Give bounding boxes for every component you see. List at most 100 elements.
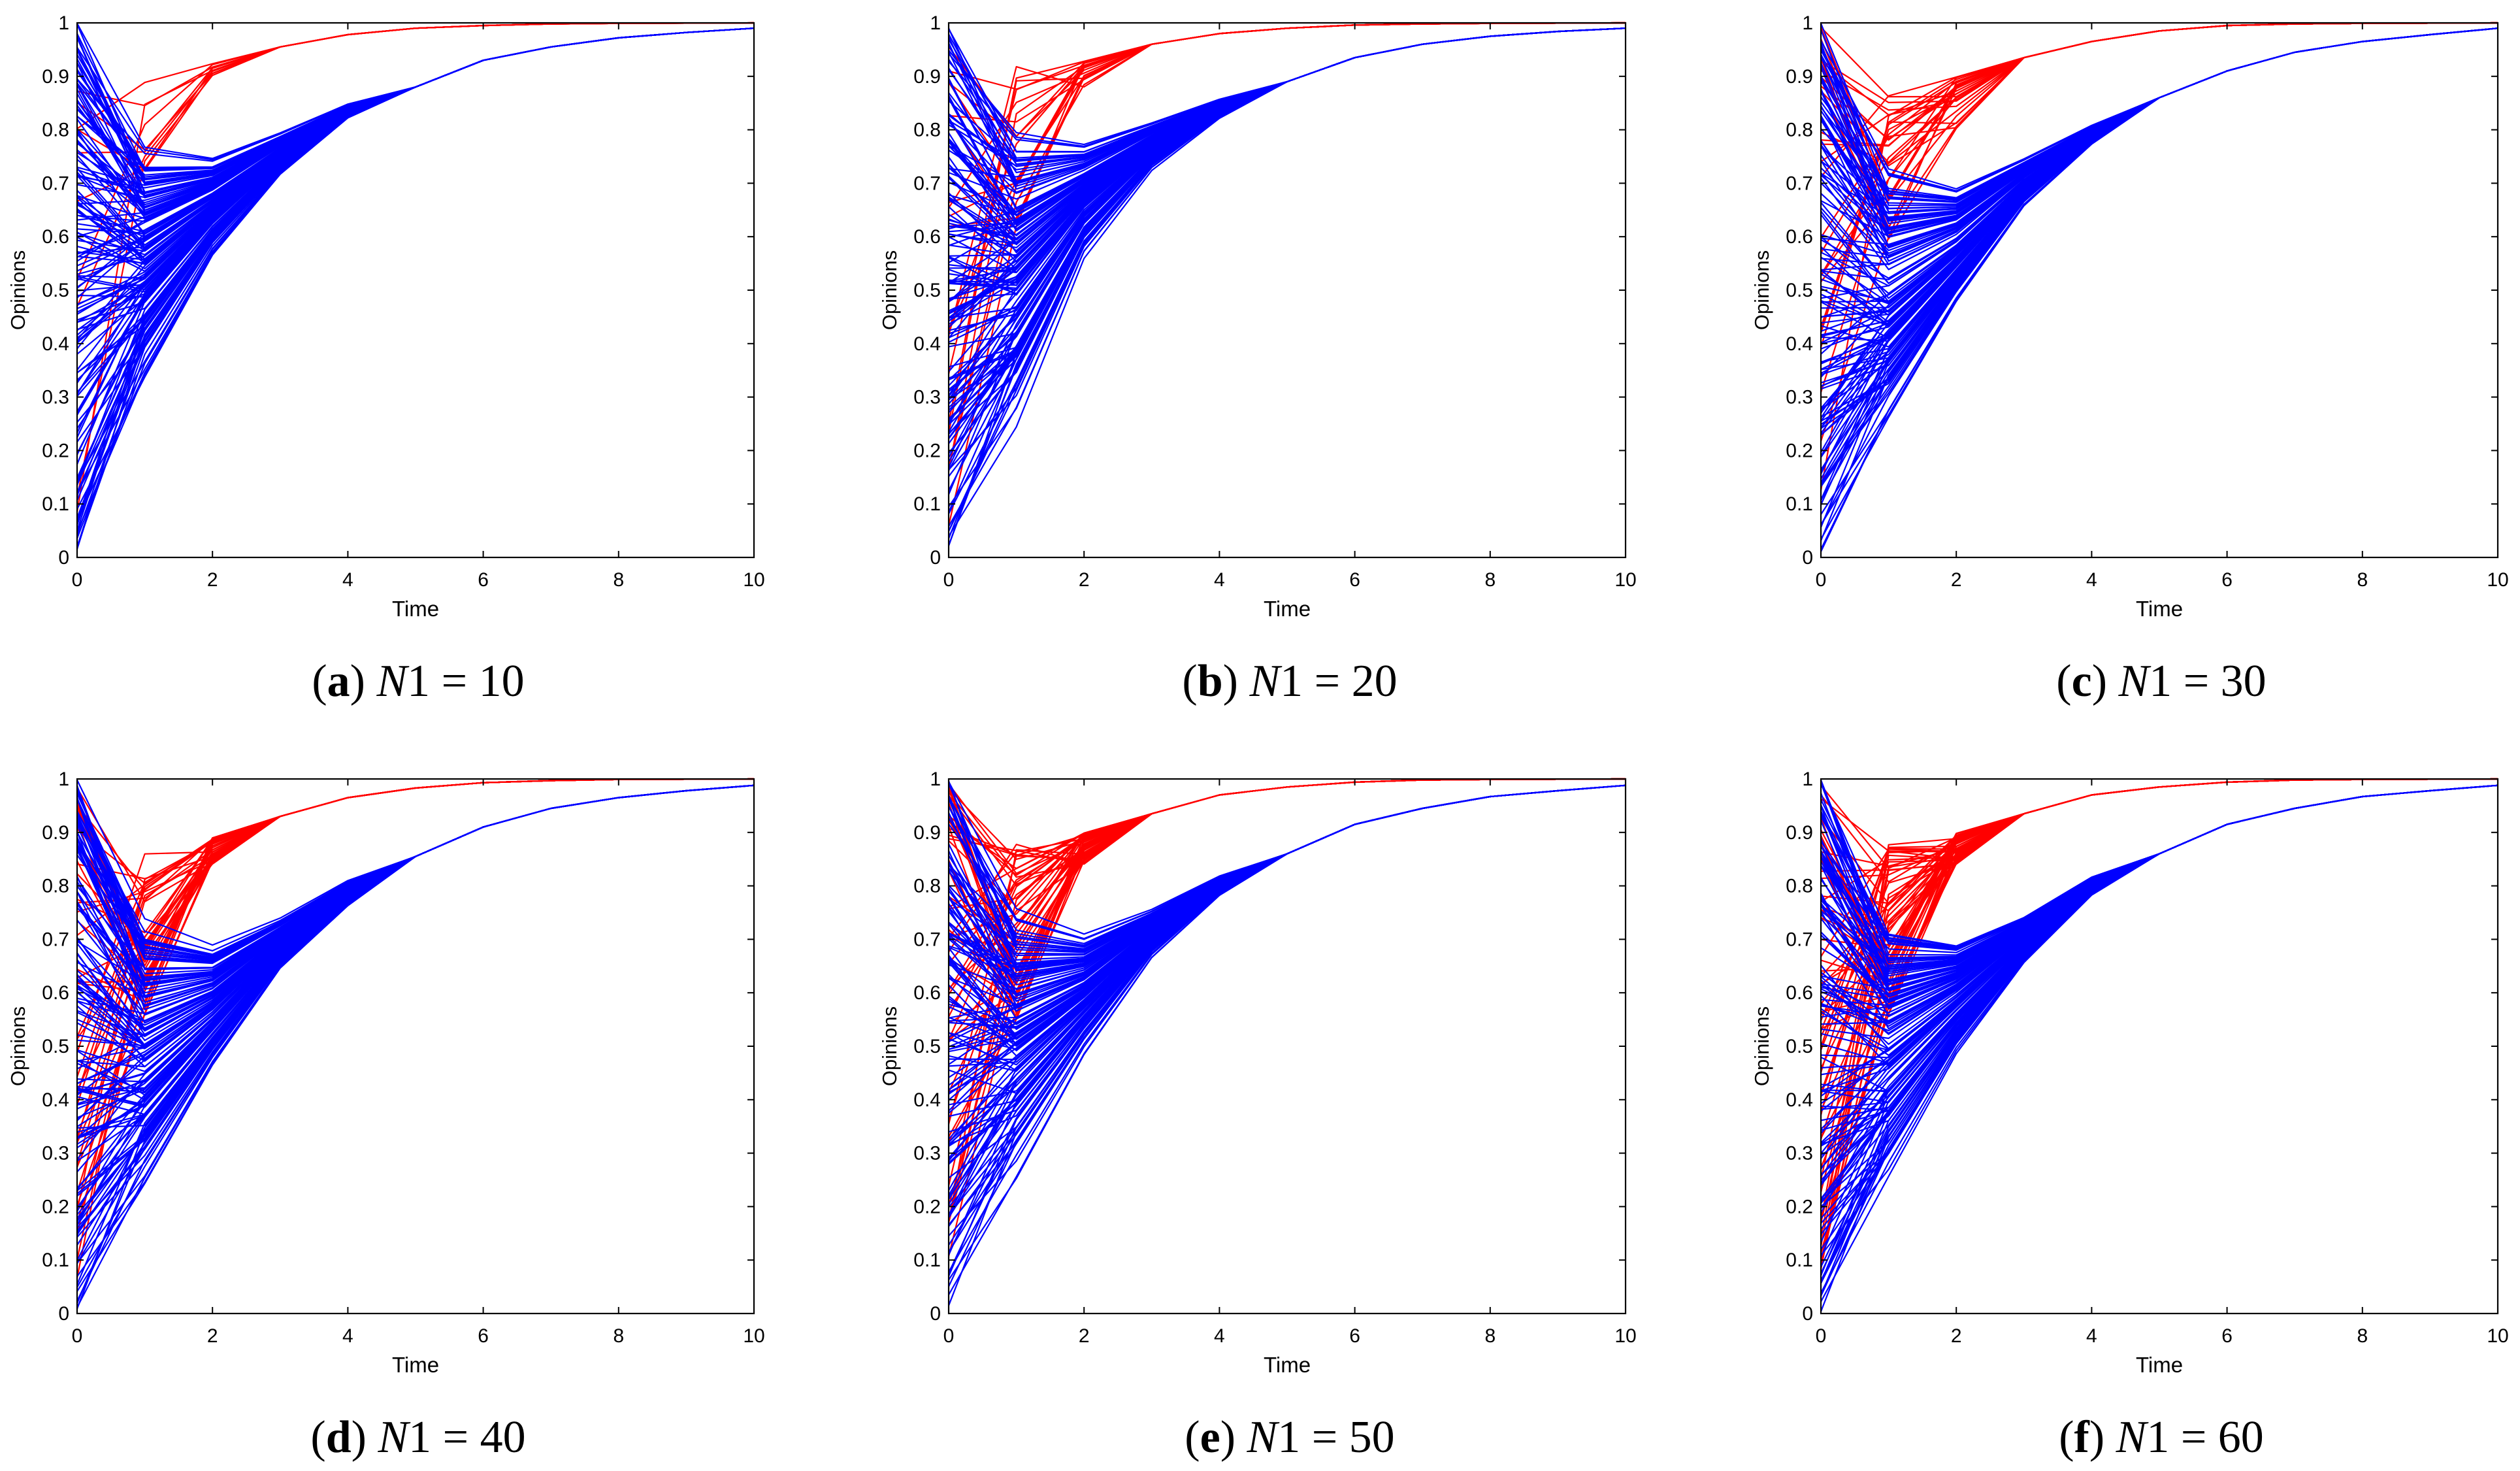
x-tick-label: 4 — [2086, 569, 2097, 591]
x-tick-label: 0 — [943, 569, 955, 591]
blue-trajectory — [77, 784, 754, 980]
x-tick-label: 10 — [743, 1325, 764, 1347]
y-tick-label: 0.2 — [913, 440, 941, 461]
y-tick-label: 0.5 — [913, 280, 941, 301]
x-tick-label: 2 — [1079, 1325, 1090, 1347]
y-tick-label: 0.1 — [42, 493, 69, 515]
x-tick-label: 10 — [2487, 569, 2508, 591]
y-ticks-b: 0 0.1 0.2 0.3 0.4 0.5 0.6 0.7 0.8 0.9 1 — [913, 12, 1626, 569]
series-group-a — [77, 22, 754, 550]
y-axis-label-d: Opinions — [7, 1006, 29, 1086]
y-tick-label: 0.9 — [913, 66, 941, 88]
y-tick-label: 0.8 — [42, 876, 69, 897]
x-tick-label: 2 — [1951, 1325, 1962, 1347]
y-axis-label-c: Opinions — [1750, 250, 1773, 330]
x-ticks-a: 0 2 4 6 8 10 — [72, 23, 765, 591]
x-tick-label: 8 — [613, 1325, 624, 1347]
x-tick-label: 6 — [478, 1325, 489, 1347]
panel-d: 0 2 4 6 8 10 0 0.1 0.2 0.3 0.4 0.5 0.6 0.7 0.8 0.9 1 Time… — [7, 769, 765, 1377]
y-tick-label: 0.1 — [913, 493, 941, 515]
y-tick-label: 0.5 — [913, 1036, 941, 1057]
x-ticks-d: 0 2 4 6 8 10 — [72, 779, 765, 1347]
blue-series-c — [1821, 23, 2498, 552]
x-tick-label: 2 — [207, 569, 218, 591]
x-axis-label-c: Time — [2136, 597, 2183, 621]
blue-series-e — [949, 780, 1626, 1306]
panel-e: 0 2 4 6 8 10 0 0.1 0.2 0.3 0.4 0.5 0.6 0.7 0.8 0.9 1 Time… — [878, 769, 1637, 1377]
y-tick-label: 0.8 — [913, 120, 941, 141]
y-tick-label: 0.2 — [1786, 440, 1813, 461]
x-tick-label: 8 — [1484, 1325, 1496, 1347]
blue-trajectory — [1821, 784, 2498, 983]
y-tick-label: 0.3 — [913, 387, 941, 408]
panel-b: 0 2 4 6 8 10 0 0.1 0.2 0.3 0.4 0.5 0.6 0.7 0.8 0.9 1 Time… — [878, 12, 1637, 621]
x-axis-label-d: Time — [392, 1353, 439, 1377]
y-tick-label: 0.6 — [42, 982, 69, 1004]
x-tick-label: 0 — [72, 1325, 83, 1347]
x-tick-label: 0 — [943, 1325, 955, 1347]
y-tick-label: 0.2 — [42, 1196, 69, 1217]
caption-d: (d) N1 = 40 — [310, 1412, 525, 1463]
y-tick-label: 0.8 — [913, 876, 941, 897]
y-tick-label: 0.5 — [42, 1036, 69, 1057]
y-tick-label: 0.6 — [913, 226, 941, 248]
x-axis-label-e: Time — [1264, 1353, 1311, 1377]
y-tick-label: 0.5 — [1786, 1036, 1813, 1057]
y-tick-label: 0 — [930, 1303, 941, 1325]
panel-f: 0 2 4 6 8 10 0 0.1 0.2 0.3 0.4 0.5 0.6 0.7 0.8 0.9 1 Time… — [1750, 769, 2509, 1377]
x-tick-label: 10 — [1614, 569, 1636, 591]
y-ticks-f: 0 0.1 0.2 0.3 0.4 0.5 0.6 0.7 0.8 0.9 1 — [1786, 769, 2498, 1325]
blue-series-d — [77, 780, 754, 1310]
y-tick-label: 0.5 — [42, 280, 69, 301]
blue-series-f — [1821, 780, 2498, 1312]
y-tick-label: 1 — [930, 12, 941, 34]
y-tick-label: 0.3 — [913, 1143, 941, 1165]
captions-layer: (a) N1 = 10 (b) N1 = 20 (c) N1 = 30 (d) … — [310, 656, 2266, 1463]
y-tick-label: 0 — [58, 547, 69, 569]
caption-c: (c) N1 = 30 — [2056, 656, 2266, 706]
y-tick-label: 0.7 — [913, 173, 941, 194]
y-tick-label: 1 — [930, 769, 941, 790]
plot-area-d — [77, 779, 754, 1314]
blue-series-b — [949, 27, 1626, 546]
x-tick-label: 6 — [2221, 569, 2233, 591]
x-tick-label: 4 — [2086, 1325, 2097, 1347]
y-tick-label: 0.2 — [913, 1196, 941, 1217]
x-tick-label: 6 — [1349, 1325, 1360, 1347]
y-tick-label: 0.6 — [1786, 982, 1813, 1004]
x-axis-label-b: Time — [1264, 597, 1311, 621]
y-ticks-e: 0 0.1 0.2 0.3 0.4 0.5 0.6 0.7 0.8 0.9 1 — [913, 769, 1626, 1325]
x-tick-label: 0 — [72, 569, 83, 591]
y-ticks-c: 0 0.1 0.2 0.3 0.4 0.5 0.6 0.7 0.8 0.9 1 — [1786, 12, 2498, 569]
y-tick-label: 0.8 — [42, 120, 69, 141]
x-ticks-e: 0 2 4 6 8 10 — [943, 779, 1637, 1347]
y-tick-label: 0.7 — [42, 173, 69, 194]
y-tick-label: 0 — [1802, 1303, 1813, 1325]
y-tick-label: 0.3 — [42, 1143, 69, 1165]
y-tick-label: 0.6 — [1786, 226, 1813, 248]
y-tick-label: 1 — [1802, 12, 1813, 34]
blue-trajectory — [949, 784, 1626, 991]
y-tick-label: 0.7 — [913, 929, 941, 950]
y-ticks-d: 0 0.1 0.2 0.3 0.4 0.5 0.6 0.7 0.8 0.9 1 — [42, 769, 754, 1325]
x-axis-label-a: Time — [392, 597, 439, 621]
panels-layer: 0 2 4 6 8 1000.10.20.30.40.50.60.70.80.91Time… — [7, 12, 2509, 1377]
y-tick-label: 0.8 — [1786, 876, 1813, 897]
panel-a: 0 2 4 6 8 10 0 0.1 0.2 0.3 0.4 0.5 0.6 0.7 0.8 0.9 1 Time… — [7, 12, 765, 621]
y-tick-label: 0.1 — [1786, 493, 1813, 515]
y-tick-label: 1 — [58, 12, 69, 34]
x-tick-label: 4 — [1214, 569, 1225, 591]
caption-f: (f) N1 = 60 — [2059, 1412, 2264, 1463]
x-tick-label: 6 — [478, 569, 489, 591]
series-group-b — [949, 22, 1626, 546]
y-tick-label: 0.4 — [42, 1089, 69, 1111]
x-tick-label: 8 — [2357, 1325, 2368, 1347]
y-tick-label: 0.4 — [1786, 1089, 1813, 1111]
x-tick-label: 6 — [2221, 1325, 2233, 1347]
x-tick-label: 4 — [342, 569, 353, 591]
y-tick-label: 0.7 — [1786, 173, 1813, 194]
y-tick-label: 0.5 — [1786, 280, 1813, 301]
y-axis-label-b: Opinions — [878, 250, 901, 330]
x-tick-label: 8 — [613, 569, 624, 591]
